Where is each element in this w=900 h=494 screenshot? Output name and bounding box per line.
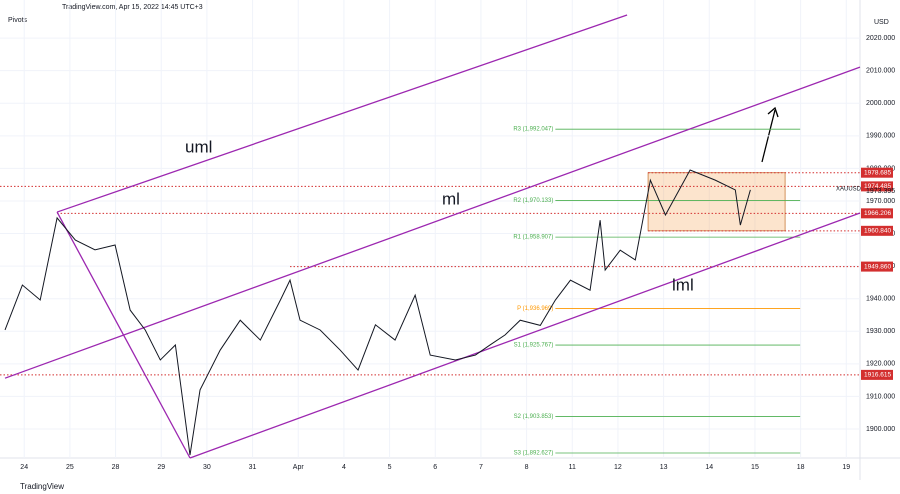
x-tick-label: 6: [433, 464, 437, 471]
y-tick-label: 2020.000: [866, 35, 895, 42]
pivot-label: R3 (1,992.047): [513, 127, 553, 133]
pivot-label: R2 (1,970.133): [513, 198, 553, 204]
y-tick-label: 1990.000: [866, 133, 895, 140]
y-tick-label: 1910.000: [866, 393, 895, 400]
price-badge: [861, 208, 893, 219]
x-tick-label: 31: [249, 464, 257, 471]
annotation: lml: [672, 275, 694, 294]
x-tick-label: 7: [479, 464, 483, 471]
price-label: 1978.685: [864, 169, 891, 176]
y-tick-label: 1920.000: [866, 361, 895, 368]
price-badge: [861, 181, 893, 192]
x-tick-label: 30: [203, 464, 211, 471]
x-tick-label: 4: [342, 464, 346, 471]
x-tick-label: 28: [112, 464, 120, 471]
x-tick-label: 24: [20, 464, 28, 471]
indicator: Pivots: [8, 17, 28, 24]
footer: TradingView: [20, 482, 64, 491]
price-label: 1966.206: [864, 210, 891, 217]
x-tick-label: 12: [614, 464, 622, 471]
y-tick-label: 2000.000: [866, 100, 895, 107]
x-tick-label: 13: [660, 464, 668, 471]
price-line: [4, 169, 751, 456]
currency: USD: [874, 19, 889, 26]
symbol-label: XAUUSD: [836, 187, 862, 193]
x-tick-label: Apr: [293, 464, 305, 471]
trend-line: [189, 212, 861, 459]
pivot-label: R1 (1,958.907): [513, 235, 553, 241]
x-tick-label: 5: [388, 464, 392, 471]
y-tick-label: 1970.000: [866, 198, 895, 205]
x-tick-label: 15: [751, 464, 759, 471]
y-tick-label: 2010.000: [866, 68, 895, 75]
x-tick-label: 18: [797, 464, 805, 471]
pivot-label: S2 (1,903.853): [514, 414, 554, 420]
x-tick-label: 29: [157, 464, 165, 471]
price-badge: [861, 369, 893, 380]
annotation: uml: [185, 137, 212, 156]
y-tick-label: 1930.000: [866, 328, 895, 335]
pivot-label: S1 (1,925.767): [514, 343, 554, 349]
trend-line: [56, 14, 628, 213]
price-label: 1916.615: [864, 372, 891, 379]
x-tick-label: 25: [66, 464, 74, 471]
price-badge: [861, 261, 893, 272]
annotation: ml: [442, 189, 460, 208]
pivot-label: P (1,936.969): [517, 306, 553, 312]
price-label: 1949.860: [864, 263, 891, 270]
trend-line: [56, 211, 191, 459]
x-tick-label: 19: [842, 464, 850, 471]
arrow-head: [767, 106, 779, 118]
price-label: 1960.840: [864, 228, 891, 235]
header: TradingView.com, Apr 15, 2022 14:45 UTC+…: [62, 4, 203, 11]
pivot-label: S3 (1,892.627): [514, 451, 554, 457]
price-badge: [861, 225, 893, 236]
y-tick-label: 1900.000: [866, 426, 895, 433]
x-tick-label: 8: [525, 464, 529, 471]
trend-line: [4, 66, 861, 379]
y-tick-label: 1940.000: [866, 296, 895, 303]
x-tick-label: 11: [569, 464, 576, 471]
price-label: 1974.485: [864, 183, 891, 190]
current-price: 1973.395: [866, 188, 895, 195]
x-tick-label: 14: [705, 464, 713, 471]
range-box: [647, 172, 786, 232]
price-badge: [861, 167, 893, 178]
